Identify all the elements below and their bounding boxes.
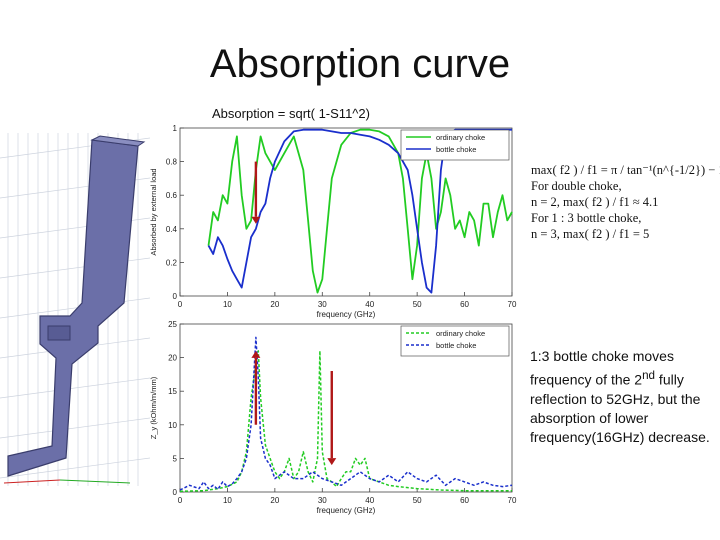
formula-line: n = 3, max( f2 ) / f1 = 5 <box>531 227 650 241</box>
x-tick-label: 10 <box>223 300 232 309</box>
y-tick-label: 15 <box>168 387 177 396</box>
x-tick-label: 0 <box>178 496 183 505</box>
y-tick-label: 25 <box>168 320 177 329</box>
legend-label: ordinary choke <box>436 133 485 142</box>
choke-formula-block: max( f2 ) / f1 = π / tan⁻¹(n^{-1/2}) − 1… <box>531 162 720 242</box>
legend-box <box>400 129 510 161</box>
formula-line: max( f2 ) / f1 = π / tan⁻¹(n^{-1/2}) − 1 <box>531 163 720 177</box>
explanation-note: 1:3 bottle choke moves frequency of the … <box>530 347 715 447</box>
slide-title: Absorption curve <box>209 42 511 86</box>
x-tick-label: 20 <box>270 496 279 505</box>
y-tick-label: 0.2 <box>166 258 178 267</box>
x-tick-label: 70 <box>508 496 517 505</box>
annotation-arrow-head <box>251 216 261 224</box>
x-tick-label: 40 <box>365 300 374 309</box>
x-tick-label: 30 <box>318 300 327 309</box>
y-tick-label: 0 <box>173 488 178 497</box>
series-line <box>179 336 513 491</box>
absorption-formula: Absorption = sqrt( 1-S11^2) <box>212 106 370 121</box>
y-tick-label: 10 <box>168 421 177 430</box>
legend-label: bottle choke <box>436 341 476 350</box>
y-tick-label: 0.8 <box>166 158 178 167</box>
legend-label: bottle choke <box>436 145 476 154</box>
x-tick-label: 0 <box>178 300 183 309</box>
y-tick-label: 1 <box>173 124 178 133</box>
y-tick-label: 0.4 <box>166 225 178 234</box>
absorption-chart: 0 10 20 30 40 50 60 70 0 0.2 0.4 0.6 0.8 1 frequency (… <box>149 124 517 319</box>
x-tick-label: 60 <box>460 300 469 309</box>
x-tick-label: 10 <box>223 496 232 505</box>
y-axis-label: Z_y (kOhm/m/mm) <box>149 376 158 439</box>
annotation-arrow-head <box>327 458 337 466</box>
x-tick-label: 30 <box>318 496 327 505</box>
x-tick-label: 70 <box>508 300 517 309</box>
y-tick-label: 5 <box>173 454 178 463</box>
annotation-arrow-head <box>251 350 261 358</box>
x-tick-label: 60 <box>460 496 469 505</box>
y-axis-label: Absorbed by external load <box>149 168 158 255</box>
y-tick-label: 20 <box>168 354 177 363</box>
legend-box <box>400 325 510 357</box>
legend-label: ordinary choke <box>436 329 485 338</box>
x-tick-label: 50 <box>413 300 422 309</box>
y-tick-label: 0 <box>173 292 178 301</box>
note-text-start: 1:3 bottle choke moves frequency of the … <box>530 348 674 388</box>
x-axis-label: frequency (GHz) <box>317 310 376 319</box>
series-line <box>207 128 513 294</box>
note-superscript: nd <box>642 369 656 382</box>
formula-line: For double choke, <box>531 179 622 193</box>
formula-line: n = 2, max( f2 ) / f1 ≈ 4.1 <box>531 195 659 209</box>
y-tick-label: 0.6 <box>166 191 178 200</box>
impedance-chart: 0 10 20 30 40 50 60 70 0 5 10 15 20 25 frequency (GHz)… <box>149 320 517 515</box>
x-axis-label: frequency (GHz) <box>317 506 376 515</box>
x-tick-label: 40 <box>365 496 374 505</box>
formula-line: For 1 : 3 bottle choke, <box>531 211 642 225</box>
choke-body <box>7 139 139 477</box>
x-tick-label: 50 <box>413 496 422 505</box>
x-tick-label: 20 <box>270 300 279 309</box>
note-text-end: fully reflection to 52GHz, but the absor… <box>530 371 710 445</box>
choke-model-illustration <box>0 133 150 486</box>
